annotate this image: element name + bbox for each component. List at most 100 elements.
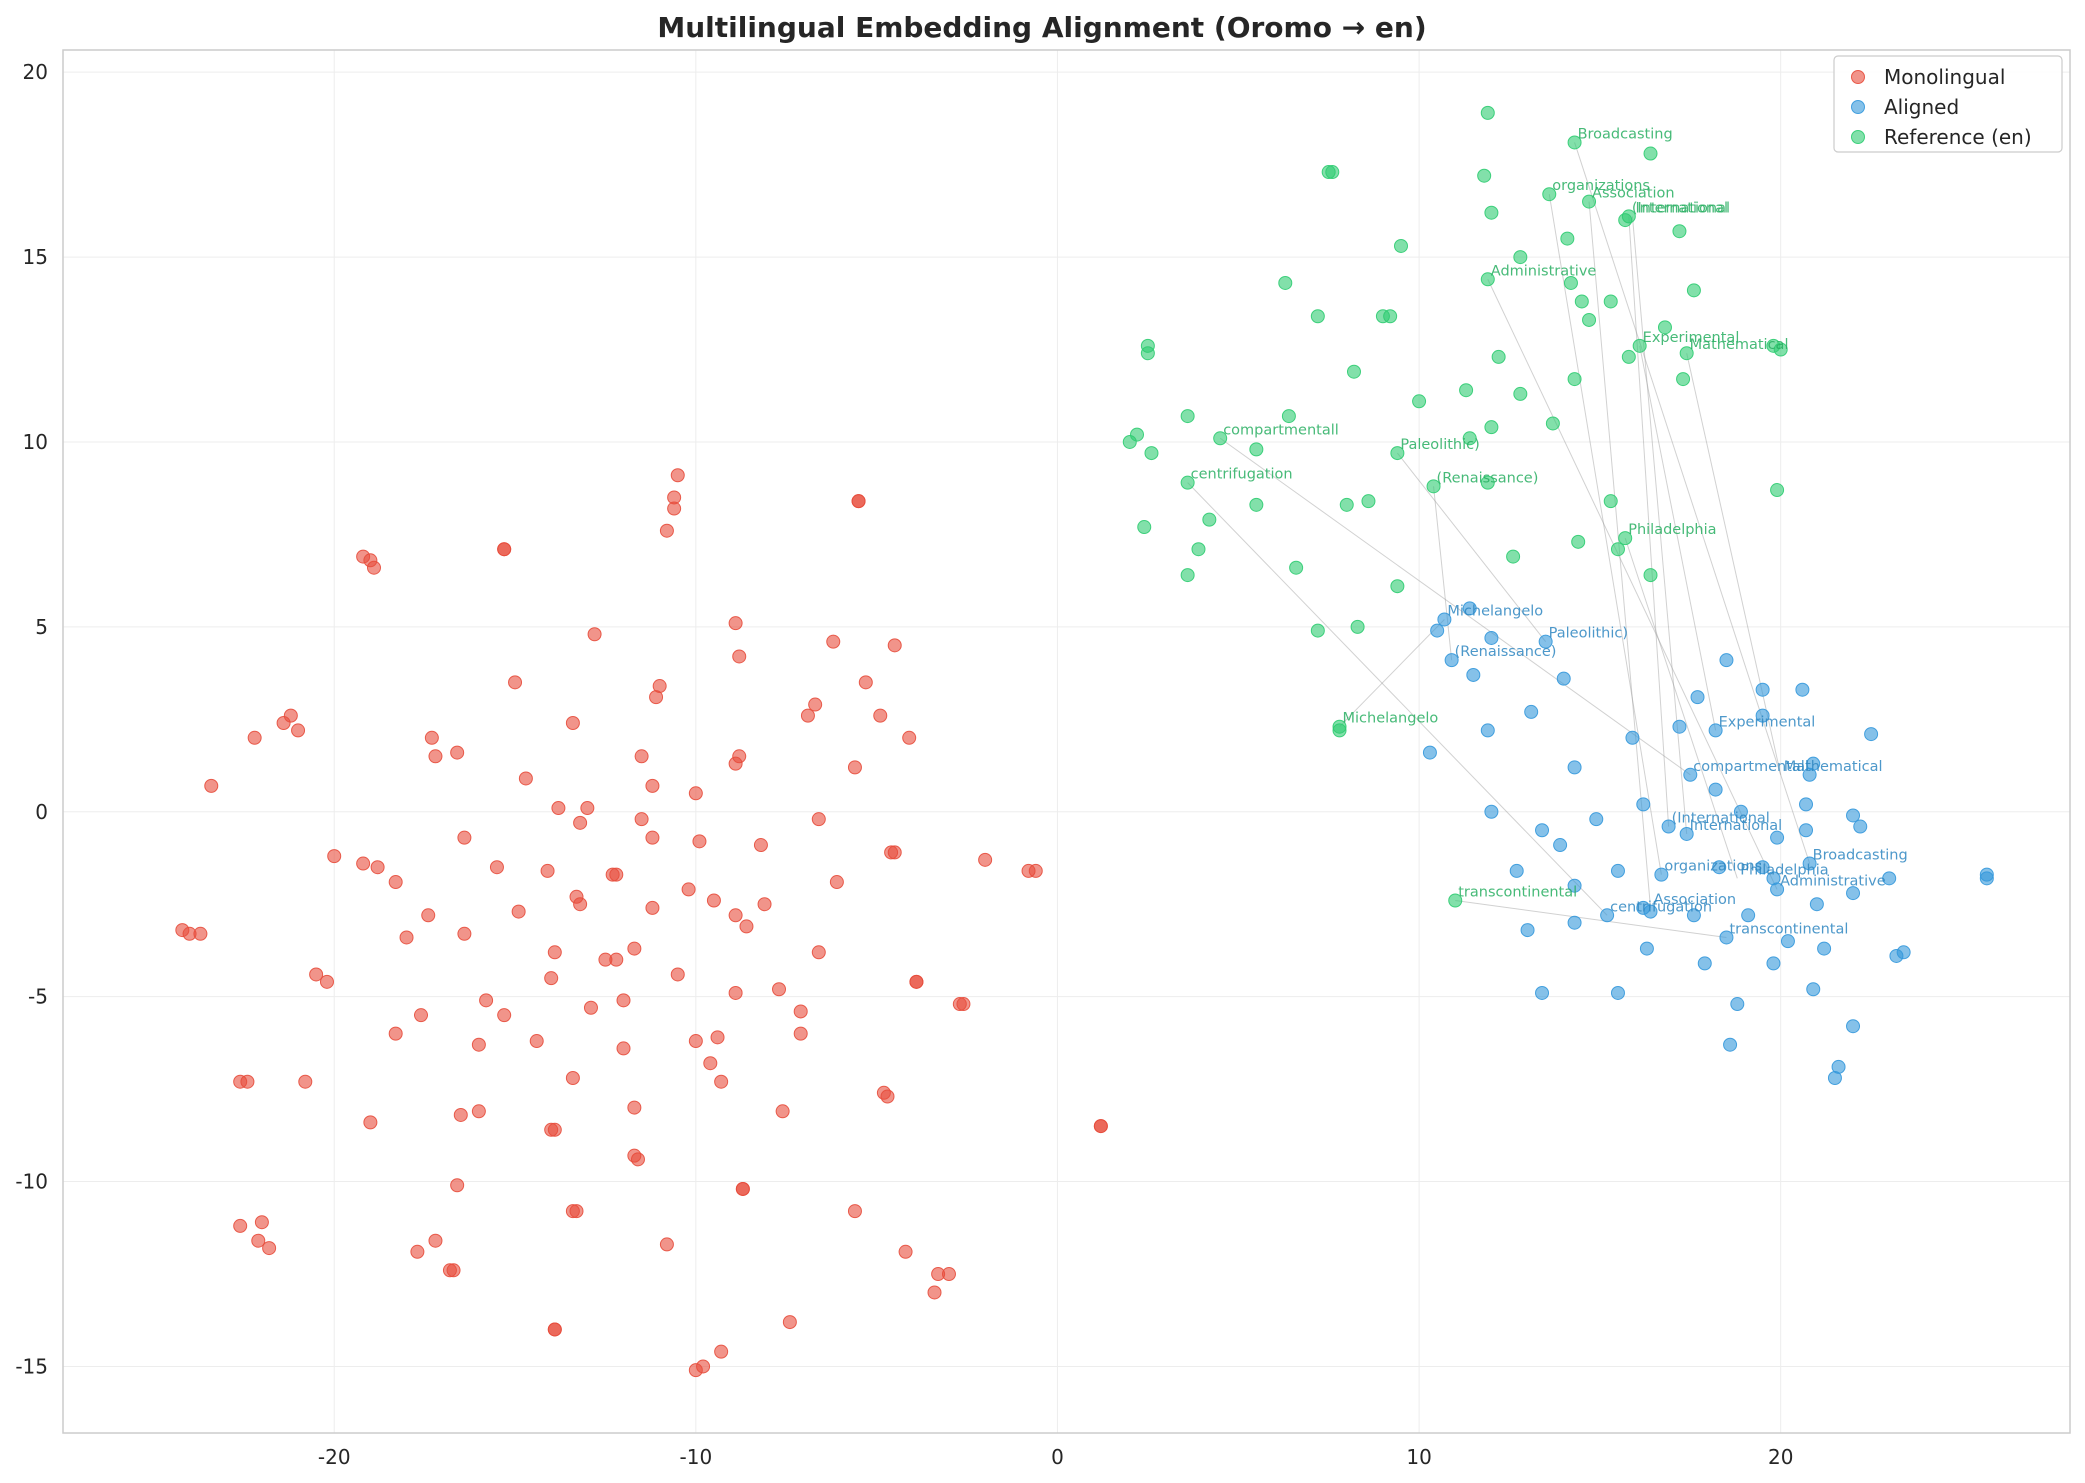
point-label: Michelangelo <box>1343 711 1439 727</box>
aligned-point <box>1882 871 1897 886</box>
axis-ticks: -20 -10 0 10 20 -15 -10 -5 0 5 10 15 20 <box>15 60 1793 1469</box>
monolingual-point <box>457 926 472 941</box>
aligned-point <box>1723 1037 1738 1052</box>
aligned-point <box>1719 653 1734 668</box>
y-tick-label: -5 <box>28 985 48 1009</box>
reference-en-point <box>1484 205 1499 220</box>
monolingual-point <box>659 523 674 538</box>
reference-en-point <box>1686 283 1701 298</box>
monolingual-point <box>421 908 436 923</box>
monolingual-point <box>547 945 562 960</box>
aligned-point <box>1799 797 1814 812</box>
monolingual-point <box>251 1233 266 1248</box>
aligned-point <box>1538 634 1553 649</box>
point-label: Broadcasting <box>1813 848 1908 864</box>
aligned-point <box>1484 804 1499 819</box>
monolingual-point <box>262 1241 277 1256</box>
alignment-link <box>1574 142 1811 864</box>
monolingual-point <box>772 982 787 997</box>
grid <box>63 50 2070 1433</box>
monolingual-point <box>887 638 902 653</box>
monolingual-point <box>728 985 743 1000</box>
monolingual-point <box>898 1244 913 1259</box>
monolingual-point <box>489 860 504 875</box>
monolingual-point <box>978 852 993 867</box>
reference-en-point <box>1180 409 1195 424</box>
monolingual-point <box>808 697 823 712</box>
point-label: transcontinental <box>1729 921 1848 937</box>
reference-en-point <box>1643 146 1658 161</box>
aligned-point <box>1846 808 1861 823</box>
aligned-point <box>1636 797 1651 812</box>
aligned-point <box>1567 760 1582 775</box>
monolingual-point <box>414 1008 429 1023</box>
monolingual-point <box>927 1285 942 1300</box>
aligned-point <box>1625 730 1640 745</box>
reference-en-point <box>1542 187 1557 202</box>
aligned-point <box>1610 863 1625 878</box>
point-label: Paleolithic) <box>1549 626 1628 642</box>
aligned-point <box>1827 1071 1842 1086</box>
monolingual-point <box>569 1204 584 1219</box>
monolingual-point <box>428 1233 443 1248</box>
monolingual-point <box>696 1359 711 1374</box>
monolingual-point <box>479 993 494 1008</box>
reference-en-point <box>1180 475 1195 490</box>
reference-en-point <box>1137 520 1152 535</box>
reference-en-point <box>1390 446 1405 461</box>
monolingual-point <box>540 863 555 878</box>
monolingual-point <box>714 1344 729 1359</box>
point-label: (International <box>1632 200 1730 216</box>
monolingual-point <box>800 708 815 723</box>
reference-en-point <box>1567 372 1582 387</box>
reference-en-point <box>1426 479 1441 494</box>
reference-en-point <box>1130 427 1145 442</box>
point-label: Broadcasting <box>1578 126 1673 142</box>
monolingual-point <box>710 1030 725 1045</box>
monolingual-point <box>858 675 873 690</box>
monolingual-point <box>547 1122 562 1137</box>
alignment-link <box>1628 216 1670 827</box>
monolingual-point <box>370 860 385 875</box>
monolingual-point <box>204 778 219 793</box>
monolingual-point <box>728 616 743 631</box>
monolingual-point <box>645 830 660 845</box>
aligned-point <box>1661 819 1676 834</box>
reference-en-point <box>1361 494 1376 509</box>
y-tick-label: 5 <box>35 615 48 639</box>
aligned-point <box>1556 671 1571 686</box>
reference-en-point <box>1383 309 1398 324</box>
monolingual-point <box>847 1204 862 1219</box>
monolingual-point <box>453 1107 468 1122</box>
aligned-point <box>1733 804 1748 819</box>
reference-en-point <box>1574 294 1589 309</box>
aligned-point <box>1896 945 1911 960</box>
monolingual-point <box>233 1218 248 1233</box>
monolingual-point <box>511 904 526 919</box>
monolingual-point <box>565 716 580 731</box>
monolingual-point <box>319 974 334 989</box>
aligned-point <box>1553 838 1568 853</box>
point-label: compartmentall <box>1693 759 1809 775</box>
reference-en-point <box>1332 723 1347 738</box>
reference-en-point <box>1770 483 1785 498</box>
monolingual-point <box>450 1178 465 1193</box>
aligned-point <box>1686 908 1701 923</box>
y-tick-label: 10 <box>23 430 48 454</box>
aligned-point <box>1780 934 1795 949</box>
aligned-point <box>1524 704 1539 719</box>
monolingual-point <box>670 468 685 483</box>
point-label: Administrative <box>1780 873 1886 889</box>
reference-en-point <box>1346 364 1361 379</box>
monolingual-point <box>782 1315 797 1330</box>
point-label: Mathematical <box>1784 759 1883 775</box>
reference-en-point <box>1773 342 1788 357</box>
point-label: transcontinental <box>1458 885 1577 901</box>
legend-label-aligned: Aligned <box>1884 95 1959 119</box>
aligned-point <box>1755 708 1770 723</box>
plot-area <box>63 50 2070 1433</box>
reference-en-point <box>1571 534 1586 549</box>
monolingual-point <box>811 945 826 960</box>
monolingual-point <box>471 1104 486 1119</box>
